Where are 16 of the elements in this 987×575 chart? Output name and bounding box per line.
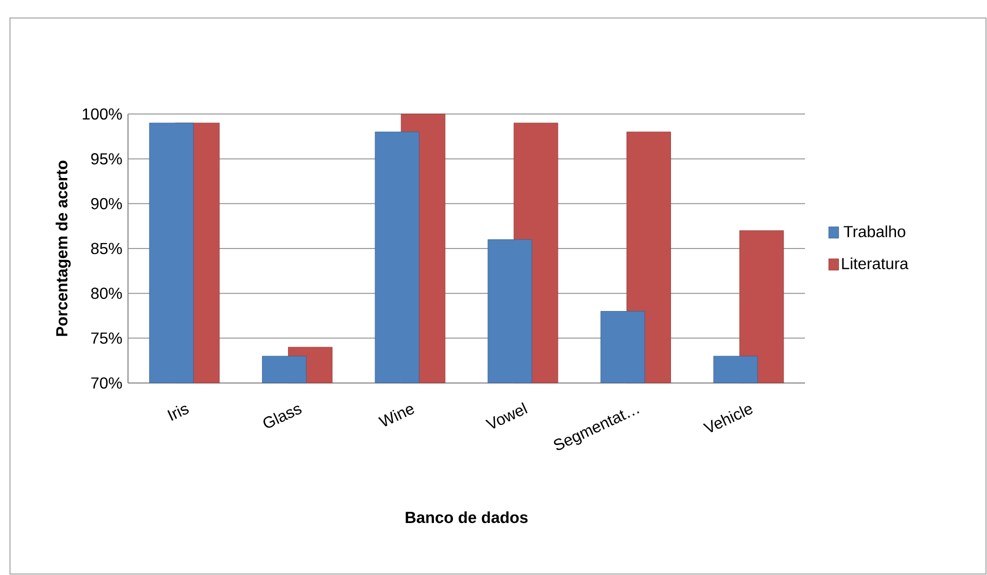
y-tick-label: 80% [91, 288, 122, 299]
y-tick-label: 85% [91, 242, 122, 254]
y-tick-label: 70% [91, 377, 122, 389]
x-tick-label: Glass [263, 406, 302, 428]
x-tick-label: Iris [167, 406, 189, 421]
y-tick-label: 95% [91, 153, 122, 164]
y-tick-label: 90% [91, 198, 122, 210]
y-tick-label: 75% [91, 332, 122, 344]
y-axis-title: Porcentagem de acerto [56, 160, 71, 336]
x-tick-label: Vowel [485, 402, 528, 428]
x-tick-label: Vehicle [702, 406, 753, 432]
legend-label: Trabalho [844, 226, 906, 238]
y-tick-label: 100% [82, 108, 122, 120]
x-axis-title: Banco de dados [406, 511, 528, 524]
x-tick-label: Wine [378, 406, 414, 426]
legend-label: Literatura [842, 257, 908, 270]
